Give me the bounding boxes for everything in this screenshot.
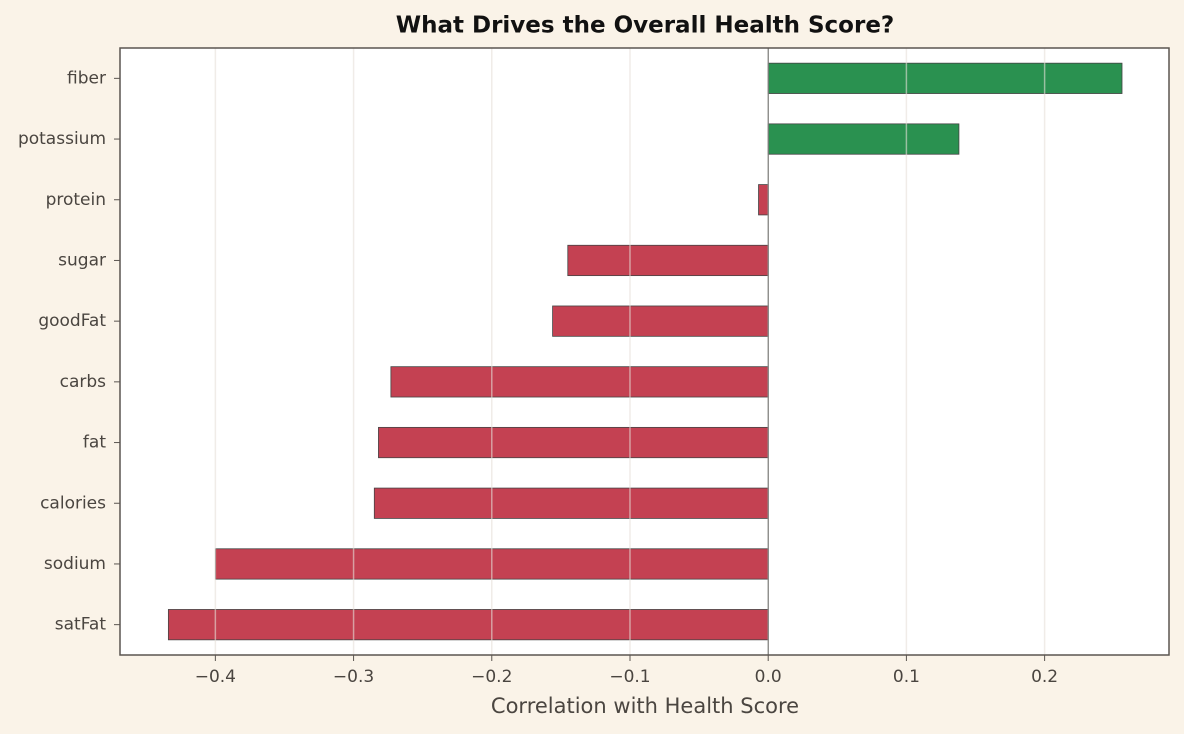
bar xyxy=(567,244,769,277)
bar xyxy=(767,62,1123,94)
y-tick-label: carbs xyxy=(60,372,107,392)
bar xyxy=(758,184,769,216)
x-tick-label: −0.4 xyxy=(195,667,236,687)
plot-frame xyxy=(119,47,1170,656)
y-tick-label: potassium xyxy=(18,129,106,149)
y-tick-label: fat xyxy=(83,433,106,453)
x-tick-label: 0.2 xyxy=(1031,667,1058,687)
bar xyxy=(378,426,769,459)
x-tick-label: −0.2 xyxy=(471,667,512,687)
bar xyxy=(167,609,769,641)
x-tick-label: −0.3 xyxy=(333,667,374,687)
x-tick-label: 0.1 xyxy=(893,667,920,687)
y-tick-label: satFat xyxy=(55,615,107,635)
y-tick-label: fiber xyxy=(67,68,106,88)
y-tick-label: sugar xyxy=(58,250,106,270)
x-tick-label: −0.1 xyxy=(609,667,650,687)
bar xyxy=(390,366,769,398)
bar xyxy=(767,123,960,155)
y-tick-label: calories xyxy=(40,493,106,513)
x-tick-label: 0.0 xyxy=(755,667,782,687)
bar xyxy=(373,487,769,519)
x-axis-label: Correlation with Health Score xyxy=(491,694,799,718)
y-tick-label: sodium xyxy=(44,554,106,574)
y-tick-label: protein xyxy=(46,190,106,210)
bar xyxy=(552,305,769,337)
chart-title: What Drives the Overall Health Score? xyxy=(396,13,895,39)
y-tick-label: goodFat xyxy=(38,311,106,331)
